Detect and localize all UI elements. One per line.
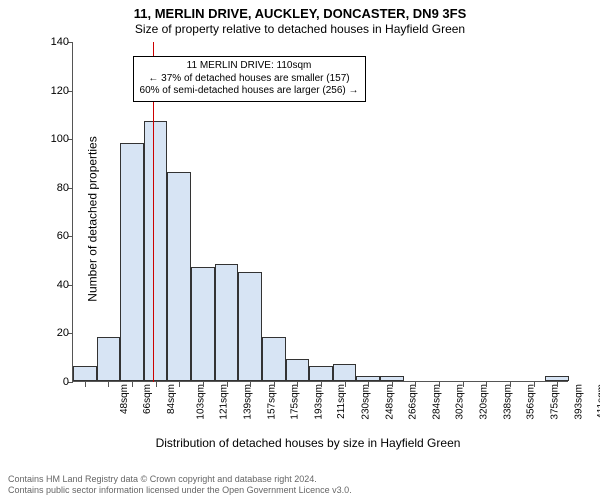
xtick-label: 103sqm [195, 384, 206, 420]
x-axis-label: Distribution of detached houses by size … [48, 436, 568, 450]
histogram-bar [286, 359, 310, 381]
histogram-bar [238, 272, 262, 381]
annotation-line-2: ← 37% of detached houses are smaller (15… [140, 73, 359, 86]
xtick-mark [534, 382, 535, 387]
xtick-label: 139sqm [242, 384, 253, 420]
xtick-mark [203, 382, 204, 387]
ytick-label: 60 [57, 230, 73, 242]
histogram-bar [191, 267, 215, 381]
footer-line-2: Contains public sector information licen… [8, 485, 352, 496]
chart-title-sub: Size of property relative to detached ho… [0, 22, 600, 36]
xtick-label: 248sqm [384, 384, 395, 420]
xtick-mark [321, 382, 322, 387]
xtick-label: 302sqm [455, 384, 466, 420]
xtick-mark [368, 382, 369, 387]
xtick-mark [227, 382, 228, 387]
xtick-mark [557, 382, 558, 387]
xtick-mark [250, 382, 251, 387]
xtick-label: 320sqm [479, 384, 490, 420]
histogram-bar [120, 143, 144, 381]
xtick-mark [510, 382, 511, 387]
histogram-bar [144, 121, 168, 381]
xtick-label: 375sqm [550, 384, 561, 420]
xtick-label: 230sqm [361, 384, 372, 420]
ytick-label: 0 [63, 376, 73, 388]
ytick-label: 100 [51, 133, 73, 145]
histogram-bar [545, 376, 569, 381]
xtick-mark [156, 382, 157, 387]
footer-attribution: Contains HM Land Registry data © Crown c… [8, 474, 352, 496]
xtick-mark [297, 382, 298, 387]
xtick-label: 411sqm [596, 384, 600, 419]
xtick-mark [85, 382, 86, 387]
xtick-mark [179, 382, 180, 387]
xtick-mark [463, 382, 464, 387]
xtick-label: 284sqm [431, 384, 442, 420]
xtick-mark [274, 382, 275, 387]
histogram-bar [356, 376, 380, 381]
xtick-mark [108, 382, 109, 387]
histogram-bar [97, 337, 121, 381]
annotation-line-1: 11 MERLIN DRIVE: 110sqm [140, 60, 359, 73]
xtick-label: 48sqm [119, 384, 130, 414]
chart-title-block: 11, MERLIN DRIVE, AUCKLEY, DONCASTER, DN… [0, 0, 600, 36]
histogram-bar [333, 364, 357, 381]
ytick-label: 120 [51, 85, 73, 97]
histogram-bar [73, 366, 97, 381]
histogram-bar [262, 337, 286, 381]
xtick-mark [345, 382, 346, 387]
xtick-mark [132, 382, 133, 387]
histogram-bar [380, 376, 404, 381]
ytick-label: 140 [51, 36, 73, 48]
xtick-label: 266sqm [408, 384, 419, 420]
histogram-bar [309, 366, 333, 381]
ytick-label: 20 [57, 327, 73, 339]
ytick-label: 80 [57, 182, 73, 194]
xtick-mark [486, 382, 487, 387]
histogram-bar [167, 172, 191, 381]
xtick-label: 66sqm [142, 384, 153, 414]
plot-area: 02040608010012014048sqm66sqm84sqm103sqm1… [72, 42, 568, 382]
footer-line-1: Contains HM Land Registry data © Crown c… [8, 474, 352, 485]
chart-container: Number of detached properties 0204060801… [48, 42, 568, 412]
xtick-mark [392, 382, 393, 387]
xtick-label: 211sqm [336, 384, 347, 419]
xtick-label: 175sqm [290, 384, 301, 420]
ytick-label: 40 [57, 279, 73, 291]
xtick-label: 157sqm [266, 384, 277, 420]
annotation-box: 11 MERLIN DRIVE: 110sqm← 37% of detached… [133, 56, 366, 102]
xtick-label: 84sqm [166, 384, 177, 414]
xtick-label: 121sqm [219, 384, 230, 420]
xtick-mark [439, 382, 440, 387]
xtick-label: 393sqm [573, 384, 584, 420]
xtick-label: 338sqm [502, 384, 513, 420]
annotation-line-3: 60% of semi-detached houses are larger (… [140, 85, 359, 98]
xtick-mark [415, 382, 416, 387]
xtick-label: 356sqm [526, 384, 537, 420]
chart-title-main: 11, MERLIN DRIVE, AUCKLEY, DONCASTER, DN… [0, 6, 600, 21]
histogram-bar [215, 264, 239, 381]
xtick-label: 193sqm [313, 384, 324, 420]
